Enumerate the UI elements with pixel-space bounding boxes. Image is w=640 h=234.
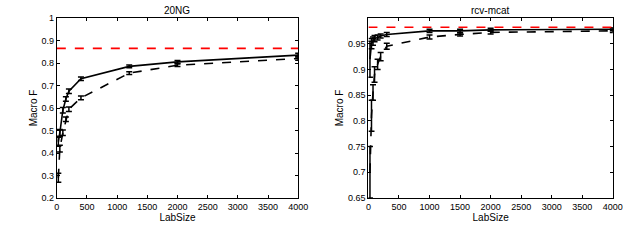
svg-text:Macro F: Macro F [334,90,345,127]
svg-text:0.3: 0.3 [42,171,55,181]
svg-text:0: 0 [366,202,371,212]
svg-text:LabSize: LabSize [473,212,510,223]
svg-text:1500: 1500 [450,202,470,212]
svg-text:0.9: 0.9 [353,65,366,75]
svg-text:1000: 1000 [107,202,127,212]
svg-text:4000: 4000 [288,202,308,212]
svg-text:0.85: 0.85 [348,90,366,100]
svg-text:0.65: 0.65 [348,193,366,203]
svg-text:LabSize: LabSize [159,212,196,223]
svg-text:0.6: 0.6 [42,103,55,113]
svg-text:0.7: 0.7 [353,167,366,177]
svg-text:500: 500 [391,202,406,212]
svg-text:0.8: 0.8 [353,116,366,126]
svg-text:0.95: 0.95 [348,39,366,49]
svg-text:Macro F: Macro F [28,90,39,127]
svg-text:0.2: 0.2 [42,193,55,203]
svg-text:0.75: 0.75 [348,142,366,152]
svg-text:0.9: 0.9 [42,36,55,46]
svg-text:1000: 1000 [420,202,440,212]
svg-text:0.5: 0.5 [42,126,55,136]
svg-text:2500: 2500 [198,202,218,212]
svg-text:3000: 3000 [228,202,248,212]
svg-text:1: 1 [49,13,54,23]
svg-text:0.4: 0.4 [42,148,55,158]
svg-text:2500: 2500 [511,202,531,212]
svg-text:0: 0 [54,202,59,212]
svg-text:1500: 1500 [137,202,157,212]
svg-text:2000: 2000 [167,202,187,212]
svg-text:0.7: 0.7 [42,81,55,91]
svg-text:2000: 2000 [481,202,501,212]
svg-text:3500: 3500 [258,202,278,212]
svg-text:3000: 3000 [542,202,562,212]
svg-text:4000: 4000 [603,202,623,212]
svg-text:3500: 3500 [572,202,592,212]
svg-text:0.8: 0.8 [42,58,55,68]
svg-text:500: 500 [79,202,94,212]
svg-text:20NG: 20NG [164,5,190,16]
svg-text:rcv-mcat: rcv-mcat [471,5,510,16]
